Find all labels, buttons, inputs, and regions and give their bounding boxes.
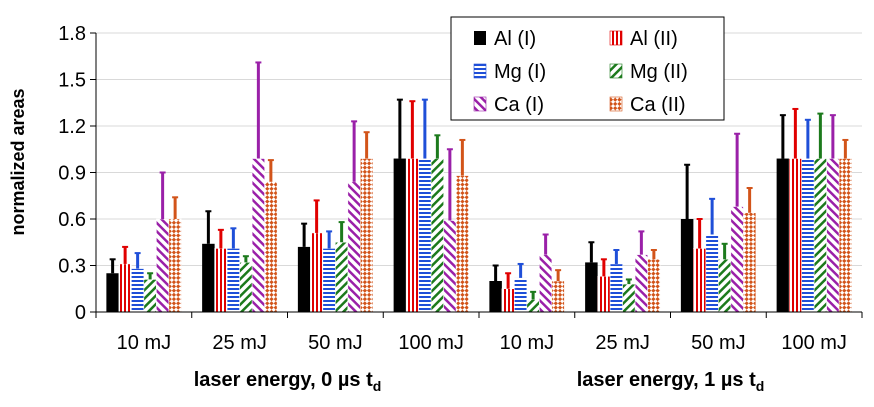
bar bbox=[393, 158, 407, 312]
legend-swatch bbox=[609, 96, 623, 112]
bar bbox=[680, 219, 694, 312]
bar bbox=[826, 158, 840, 313]
bar bbox=[455, 175, 469, 313]
bar bbox=[202, 243, 215, 312]
bar bbox=[335, 242, 349, 313]
y-tick-labels: 0 0.3 0.6 0.9 1.2 1.5 1.8 bbox=[58, 23, 86, 324]
bar bbox=[526, 299, 540, 313]
bar bbox=[622, 283, 636, 313]
legend-label: Al (I) bbox=[494, 28, 536, 50]
legend-swatch bbox=[474, 31, 486, 45]
bar bbox=[156, 218, 170, 313]
legend-box bbox=[450, 16, 725, 121]
x-tick-label: 100 mJ bbox=[781, 332, 847, 354]
y-tick-label: 0.6 bbox=[58, 209, 86, 231]
x-group-labels: laser energy, 0 µs td laser energy, 1 µs … bbox=[194, 369, 765, 394]
legend-label: Mg (II) bbox=[630, 61, 688, 83]
bar bbox=[131, 268, 145, 313]
bar bbox=[705, 234, 719, 313]
y-tick-label: 0.3 bbox=[58, 256, 86, 278]
y-tick-label: 1.2 bbox=[58, 116, 86, 138]
x-tick-label: 50 mJ bbox=[691, 332, 745, 354]
legend-label: Ca (I) bbox=[494, 94, 544, 116]
legend-label: Al (II) bbox=[630, 28, 678, 50]
bar bbox=[214, 248, 228, 313]
bar bbox=[405, 158, 419, 313]
bar bbox=[297, 246, 311, 312]
bar bbox=[430, 158, 444, 313]
legend-label: Mg (I) bbox=[494, 61, 546, 83]
bar bbox=[634, 254, 648, 313]
bar bbox=[310, 232, 324, 313]
bar bbox=[226, 248, 240, 313]
bar bbox=[106, 273, 119, 312]
x-tick-labels: 10 mJ 25 mJ 50 mJ 100 mJ 10 mJ 25 mJ 50 mJ 100 … bbox=[117, 332, 847, 354]
bar bbox=[718, 259, 732, 313]
bar bbox=[239, 262, 253, 313]
x-tick-label: 10 mJ bbox=[500, 332, 554, 354]
bar bbox=[443, 220, 457, 313]
axes bbox=[90, 32, 863, 318]
x-tick-label: 25 mJ bbox=[595, 332, 649, 354]
x-tick-label: 50 mJ bbox=[308, 332, 362, 354]
bar bbox=[418, 158, 432, 313]
bar bbox=[347, 181, 361, 313]
y-tick-label: 0 bbox=[75, 302, 86, 324]
x-group-label: laser energy, 1 µs td bbox=[577, 369, 765, 394]
bar bbox=[647, 259, 661, 313]
bar bbox=[609, 263, 623, 313]
bar bbox=[143, 279, 157, 313]
bar bbox=[813, 158, 827, 313]
bar bbox=[743, 212, 757, 313]
legend-swatch bbox=[473, 96, 487, 112]
bar bbox=[322, 248, 336, 313]
bar bbox=[489, 281, 502, 312]
x-group-label: laser energy, 0 µs td bbox=[194, 369, 382, 394]
bar bbox=[788, 158, 802, 313]
legend-swatch bbox=[473, 63, 487, 79]
y-axis-label: normalized areas bbox=[8, 88, 28, 235]
legend-swatch bbox=[609, 63, 623, 79]
y-tick-label: 0.9 bbox=[58, 163, 86, 185]
bar bbox=[838, 158, 852, 313]
bar bbox=[730, 206, 744, 313]
bar bbox=[118, 263, 132, 313]
bar bbox=[585, 262, 598, 312]
legend: Al (I) Al (II) Mg (I) Mg (II) Ca (I) Ca (II) bbox=[450, 16, 725, 121]
bar bbox=[514, 277, 528, 313]
y-tick-label: 1.8 bbox=[58, 23, 86, 45]
y-tick-label: 1.5 bbox=[58, 70, 86, 92]
bar bbox=[264, 181, 278, 313]
bar bbox=[501, 288, 515, 313]
legend-label: Ca (II) bbox=[630, 94, 686, 116]
x-tick-label: 25 mJ bbox=[212, 332, 266, 354]
bars bbox=[106, 61, 852, 313]
x-tick-label: 100 mJ bbox=[398, 332, 464, 354]
bar bbox=[597, 276, 611, 313]
bar bbox=[360, 158, 374, 313]
legend-swatch bbox=[609, 30, 623, 46]
bar bbox=[693, 248, 707, 313]
bar bbox=[251, 158, 265, 313]
bar bbox=[539, 254, 553, 313]
bar bbox=[776, 158, 790, 312]
bar bbox=[801, 158, 815, 313]
bar bbox=[168, 218, 182, 313]
x-tick-label: 10 mJ bbox=[117, 332, 171, 354]
bar bbox=[551, 280, 565, 313]
